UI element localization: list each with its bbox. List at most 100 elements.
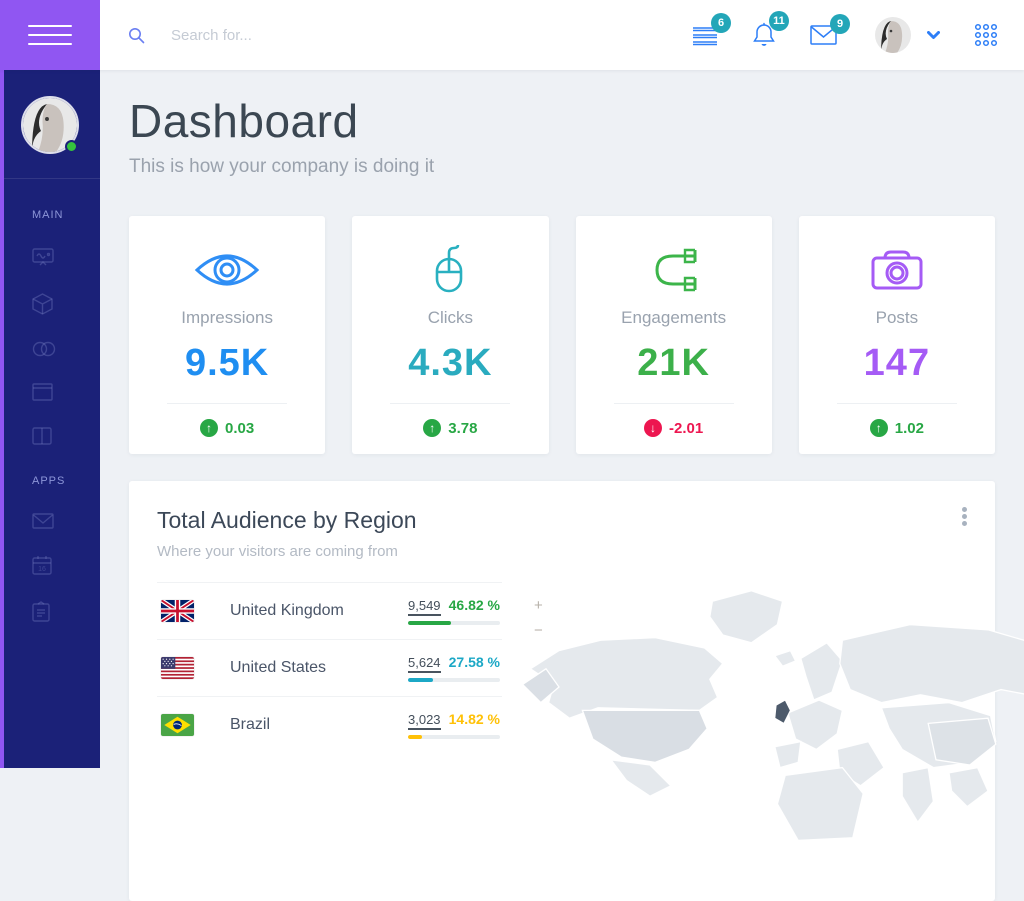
eye-icon	[194, 254, 260, 286]
trend-up-icon	[200, 419, 219, 437]
stat-value: 147	[863, 342, 931, 384]
window-icon	[32, 383, 53, 401]
region-percent: 14.82 %	[448, 711, 500, 727]
stat-label: Impressions	[181, 308, 273, 327]
region-progress-fill	[408, 735, 422, 739]
messages-badge: 9	[830, 14, 850, 34]
uk-flag-icon	[161, 600, 194, 622]
region-progress-track	[408, 735, 500, 739]
user-avatar[interactable]	[875, 17, 911, 53]
mail-icon	[32, 513, 54, 529]
region-row-brazil: Brazil 3,023 14.82 %	[157, 696, 502, 753]
stat-card-impressions: Impressions 9.5K 0.03	[129, 216, 326, 454]
region-value: 3,023	[408, 712, 441, 730]
sidebar-item-products[interactable]	[32, 293, 100, 315]
bell-icon	[753, 22, 775, 46]
stat-label: Engagements	[621, 308, 727, 327]
trend-up-icon	[423, 419, 442, 437]
map-zoom-controls: + −	[534, 598, 543, 638]
brazil-flag-icon	[161, 714, 194, 736]
toggle-icon	[32, 341, 56, 357]
apps-grid-button[interactable]	[974, 23, 998, 47]
sidebar: MAIN APPS	[0, 70, 100, 768]
search-icon	[129, 27, 145, 43]
page-title: Dashboard	[129, 95, 359, 147]
sidebar-toggle-button[interactable]	[0, 0, 100, 70]
clipboard-icon	[32, 601, 50, 622]
search-bar	[128, 26, 658, 44]
calendar-day-label: 16	[38, 566, 46, 573]
world-map-panel: + −	[502, 582, 1024, 842]
stat-value: 9.5K	[184, 342, 270, 384]
tasks-button[interactable]: 6	[692, 13, 731, 46]
user-menu-chevron-down-icon[interactable]	[927, 30, 940, 40]
search-input[interactable]	[171, 26, 591, 44]
main-content: Dashboard This is how your company is do…	[100, 70, 1024, 901]
trend-down-icon	[644, 419, 663, 437]
stat-label: Clicks	[427, 308, 474, 327]
sidebar-item-calendar[interactable]: 16	[32, 555, 100, 575]
sidebar-item-docs[interactable]	[32, 427, 100, 445]
stat-label: Posts	[875, 308, 919, 327]
tasks-badge: 6	[711, 13, 731, 33]
audience-region-card: Total Audience by Region Where your visi…	[129, 481, 1024, 901]
hamburger-icon	[28, 18, 72, 52]
region-country: Brazil	[230, 716, 271, 733]
map-zoom-out-button[interactable]: −	[534, 622, 543, 639]
stat-card-engagements: Engagements 21K -2.01	[575, 216, 772, 454]
sidebar-item-mail[interactable]	[32, 513, 100, 529]
sidebar-section-apps: APPS	[32, 475, 66, 487]
page-subtitle: This is how your company is doing it	[129, 156, 435, 177]
topbar-actions: 6 11 9	[658, 11, 998, 53]
notifications-badge: 11	[769, 11, 789, 31]
stat-card-clicks: Clicks 4.3K 3.78	[352, 216, 549, 454]
dashboard-icon	[32, 248, 54, 266]
cube-icon	[32, 293, 53, 315]
grid-icon	[974, 23, 998, 47]
stat-card-posts: Posts 147 1.02	[798, 216, 995, 454]
stat-change: -2.01	[669, 419, 704, 437]
region-list: United Kingdom 9,549 46.82 %	[157, 582, 502, 753]
map-zoom-in-button[interactable]: +	[534, 597, 543, 614]
region-progress-track	[408, 621, 500, 625]
messages-button[interactable]: 9	[810, 14, 850, 45]
stat-change: 1.02	[894, 419, 924, 437]
region-progress-track	[408, 678, 500, 682]
stat-value: 21K	[637, 342, 710, 384]
notifications-button[interactable]: 11	[752, 11, 789, 48]
sidebar-item-toggles[interactable]	[32, 341, 100, 357]
stat-change: 0.03	[225, 419, 255, 437]
trend-up-icon	[869, 419, 888, 437]
stat-value: 4.3K	[408, 342, 493, 384]
region-row-united-states: United States 5,624 27.58 %	[157, 639, 502, 696]
mouse-icon	[436, 245, 463, 293]
magnet-icon	[655, 248, 697, 292]
topbar: 6 11 9	[0, 0, 1024, 70]
stat-cards: Impressions 9.5K 0.03 Clicks 4.3K 3.7	[129, 216, 995, 454]
online-status-dot	[65, 140, 78, 153]
stat-change: 3.78	[448, 419, 478, 437]
region-progress-fill	[408, 621, 452, 625]
map-highlight-uk	[774, 699, 791, 725]
region-progress-fill	[408, 678, 434, 682]
region-value: 9,549	[408, 598, 441, 616]
region-percent: 27.58 %	[448, 654, 500, 670]
region-country: United Kingdom	[230, 602, 344, 619]
us-flag-icon	[161, 657, 194, 679]
sidebar-item-notes[interactable]	[32, 601, 100, 622]
card-menu-kebab-icon[interactable]	[956, 499, 973, 534]
region-row-united-kingdom: United Kingdom 9,549 46.82 %	[157, 582, 502, 639]
region-country: United States	[230, 659, 327, 676]
region-value: 5,624	[408, 655, 441, 673]
calendar-icon: 16	[32, 556, 52, 575]
region-card-title: Total Audience by Region	[157, 507, 417, 533]
sidebar-section-main: MAIN	[32, 209, 64, 221]
region-percent: 46.82 %	[448, 597, 500, 613]
sidebar-item-windows[interactable]	[32, 383, 100, 401]
sidebar-divider	[0, 178, 100, 179]
world-map[interactable]	[520, 583, 1024, 843]
region-card-subtitle: Where your visitors are coming from	[157, 543, 398, 560]
sidebar-item-dashboard[interactable]	[32, 247, 100, 267]
book-icon	[32, 427, 52, 445]
camera-icon	[871, 250, 923, 290]
